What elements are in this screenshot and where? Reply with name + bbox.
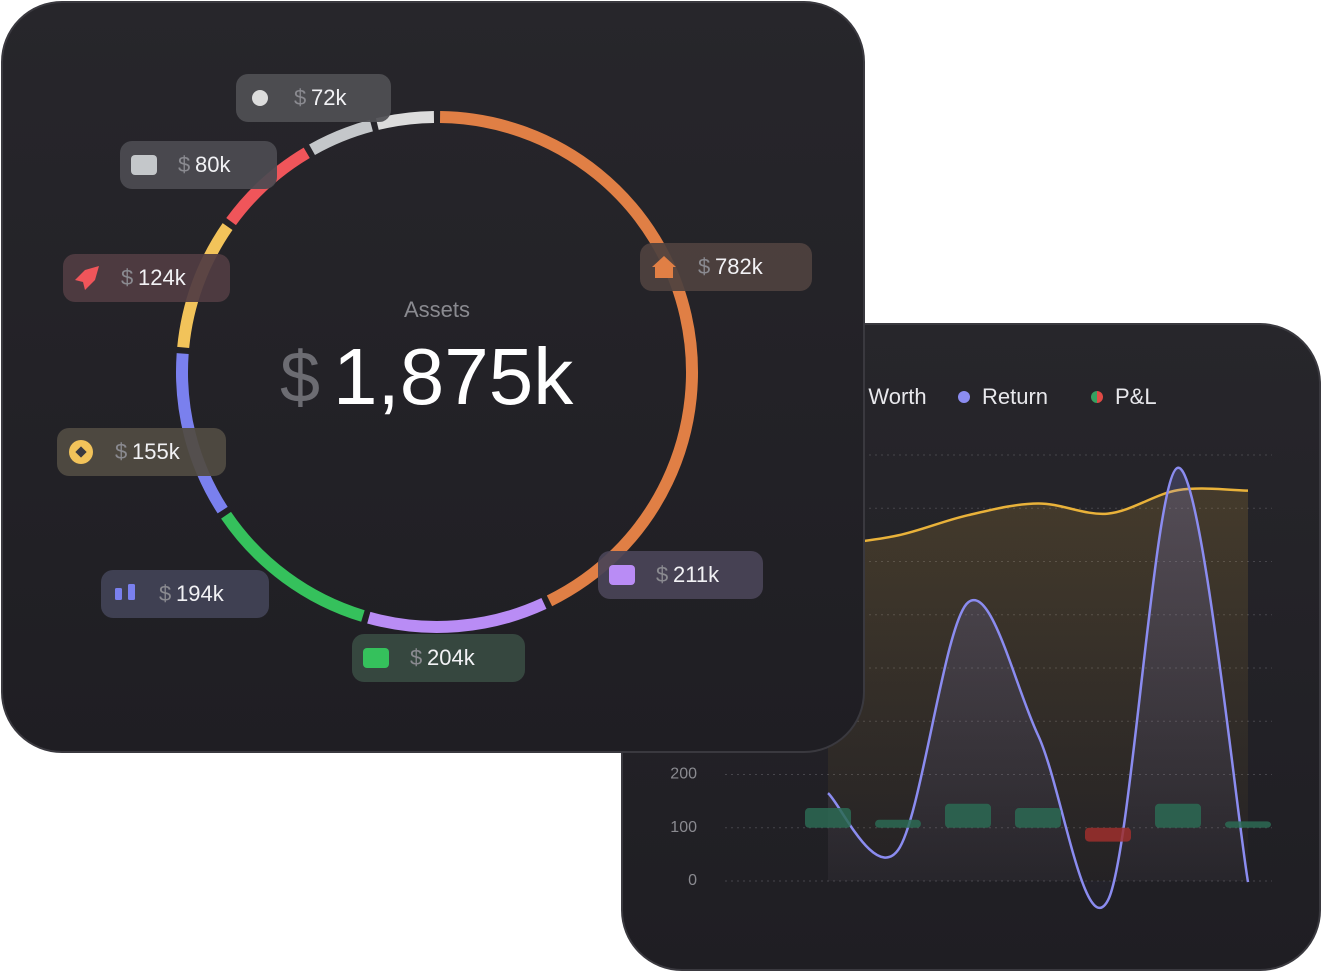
donut-title: Assets	[404, 297, 470, 322]
value-pill-tint	[598, 551, 763, 599]
value-pill	[352, 634, 525, 682]
pill-value: 194k	[176, 581, 225, 606]
pill-value: 80k	[195, 152, 231, 177]
value-pill	[63, 254, 230, 302]
y-tick-label: 0	[688, 872, 697, 889]
bar	[1085, 827, 1131, 842]
value-pill	[236, 74, 391, 122]
bar	[1225, 821, 1271, 828]
value-pill-tint	[101, 570, 269, 618]
pill-value: 204k	[427, 645, 476, 670]
y-tick-label: 200	[670, 766, 697, 783]
value-pill-tint	[120, 141, 277, 189]
value-pill	[598, 551, 763, 599]
pill-icon	[131, 155, 157, 175]
donut-segment	[375, 111, 435, 130]
pill-currency: $	[178, 152, 190, 177]
legend-label: P&L	[1115, 384, 1157, 409]
line-area	[828, 467, 1248, 908]
pill-currency: $	[294, 85, 306, 110]
pill-icon	[252, 90, 268, 106]
legend-label: Return	[982, 384, 1048, 409]
pill-icon	[128, 584, 135, 600]
value-pill	[120, 141, 277, 189]
legend-swatch	[1091, 391, 1097, 403]
value-pill-tint	[640, 243, 812, 291]
value-pill-tint	[352, 634, 525, 682]
pill-value: 211k	[673, 562, 720, 587]
donut-segment	[221, 511, 365, 622]
y-tick-label: 100	[670, 819, 697, 836]
pill-icon	[652, 256, 676, 278]
pill-currency: $	[159, 581, 171, 606]
pill-currency: $	[698, 254, 710, 279]
assets-card: Assets $ 1,875k $782k$ 211k$ 204k$ 194k$ 155…	[1, 1, 865, 753]
pill-value: 124k	[138, 265, 187, 290]
pill-currency: $	[410, 645, 422, 670]
bar	[875, 819, 921, 828]
pill-value: 155k	[132, 439, 181, 464]
legend-swatch	[1097, 391, 1103, 403]
pill-icon	[609, 565, 635, 585]
bar	[945, 803, 991, 828]
value-pill	[101, 570, 269, 618]
pill-icon	[115, 588, 122, 600]
value-pill-tint	[57, 428, 226, 476]
currency-symbol: $	[280, 338, 320, 418]
value-pill	[57, 428, 226, 476]
pill-value: 72k	[311, 85, 347, 110]
value-pill-tint	[236, 74, 391, 122]
bar	[1015, 808, 1061, 828]
donut-segment	[439, 111, 698, 607]
bar	[1155, 803, 1201, 828]
pill-icon	[75, 266, 99, 290]
pill-currency: $	[656, 562, 668, 587]
donut-segment	[367, 598, 547, 633]
donut-segment	[309, 119, 374, 155]
pill-value: 782k	[715, 254, 764, 279]
legend-swatch	[958, 391, 970, 403]
value-pill-tint	[63, 254, 230, 302]
total-value: 1,875k	[333, 332, 574, 421]
pill-currency: $	[115, 439, 127, 464]
pill-currency: $	[121, 265, 133, 290]
line	[827, 466, 1250, 910]
value-pill	[640, 243, 812, 291]
pill-icon	[363, 648, 389, 668]
bar	[805, 808, 851, 828]
